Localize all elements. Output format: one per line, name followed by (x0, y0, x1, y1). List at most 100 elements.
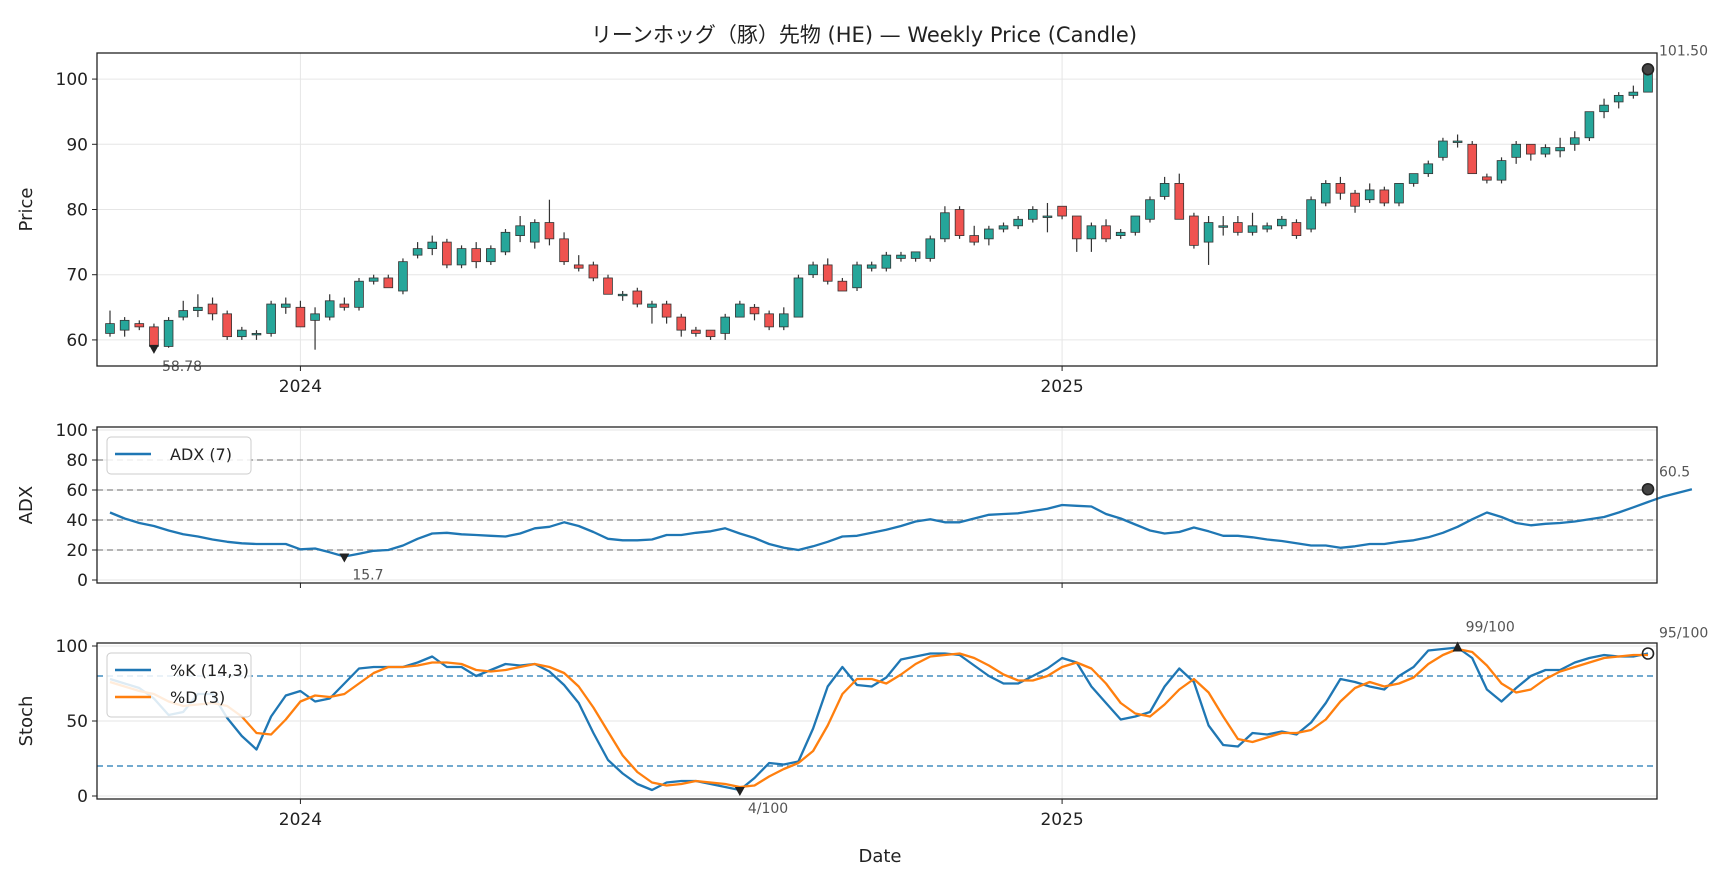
annotation-label: 4/100 (748, 801, 788, 817)
candle-body (1262, 225, 1272, 230)
candle-body (735, 303, 745, 318)
panel-frame (96, 426, 1658, 584)
candle-body (969, 235, 980, 243)
panel-frame (96, 642, 1658, 800)
candle-body (1452, 140, 1463, 143)
candle-body (1423, 163, 1434, 175)
annotation-label: 58.78 (162, 359, 202, 375)
candle-body (998, 225, 1009, 230)
candle-body (500, 231, 511, 253)
candle-body (1599, 104, 1609, 113)
candle-body (1174, 183, 1185, 220)
candle-body (1555, 147, 1565, 152)
y-axis-label: Price (16, 188, 37, 232)
candle-body (632, 290, 643, 305)
candle-body (207, 303, 218, 315)
candle-body (324, 300, 335, 318)
candle-body (1130, 215, 1141, 233)
candle-body (1057, 205, 1067, 217)
candle-body (456, 248, 467, 266)
candle-body (1086, 225, 1097, 240)
candle-body (647, 303, 657, 308)
candle-body (1569, 137, 1580, 145)
candle-body (339, 303, 350, 308)
end-marker (1641, 647, 1655, 660)
candle-body (544, 222, 555, 240)
stoch-panel: 0 50 100 2024 2025 Stoch %K (14,3) %D (3) 99/100… (16, 620, 1708, 831)
candle-body (1277, 218, 1287, 227)
candle-body (822, 264, 833, 282)
x-tick-label: 2024 (279, 810, 322, 830)
legend-label: %D (3) (170, 688, 225, 707)
candle-body (383, 277, 394, 289)
candle-body (705, 329, 716, 338)
candle-body (1482, 176, 1492, 181)
candle-body (588, 264, 599, 279)
candle-body (1467, 143, 1478, 175)
candle-body (896, 254, 906, 259)
x-axis-label: Date (858, 846, 901, 867)
y-tick-label: 100 (56, 421, 88, 441)
candle-body (1291, 222, 1302, 236)
candle-body (1115, 231, 1126, 236)
end-marker (1641, 63, 1655, 76)
candle-body (1540, 147, 1551, 155)
candle-body (1203, 222, 1214, 243)
annotation-label: 15.7 (352, 567, 383, 583)
y-tick-label: 60 (66, 481, 88, 501)
candle-body (1101, 225, 1111, 240)
candle-body (1189, 215, 1199, 246)
candle-body (1511, 143, 1521, 158)
candle-body (1145, 199, 1155, 220)
candle-body (661, 303, 672, 318)
y-tick-label: 80 (66, 451, 88, 471)
candle-body (720, 316, 730, 334)
y-axis-label: ADX (16, 486, 37, 525)
annotation-label: 60.5 (1659, 464, 1690, 480)
candle-body (280, 303, 291, 308)
candle-body (764, 313, 774, 328)
y-tick-label: 80 (66, 201, 88, 221)
y-tick-label: 100 (56, 637, 88, 657)
candle-body (954, 209, 965, 236)
x-tick-label: 2025 (1040, 810, 1083, 830)
candle-body (149, 326, 159, 347)
candle-body (105, 323, 115, 334)
candle-body (691, 329, 701, 334)
candle-body (1233, 222, 1243, 233)
min-marker (339, 553, 350, 563)
candle-body (1438, 140, 1448, 158)
y-tick-label: 50 (66, 712, 88, 732)
candle-body (852, 264, 862, 289)
candle-body (676, 316, 687, 331)
candle-body (398, 261, 408, 292)
candle-body (749, 306, 760, 315)
candle-body (617, 293, 628, 297)
y-tick-label: 90 (66, 135, 88, 155)
y-tick-label: 100 (56, 70, 88, 90)
candle-body (1379, 189, 1390, 204)
candle-body (881, 254, 892, 269)
candle-body (134, 323, 145, 328)
candle-body (368, 277, 379, 282)
candle-body (119, 319, 130, 331)
candle-body (442, 241, 452, 266)
candle-body (222, 313, 232, 338)
series-line (109, 647, 1648, 789)
x-tick-label: 2025 (1040, 377, 1083, 397)
candle-body (1013, 218, 1023, 227)
chart-title: リーンホッグ（豚）先物 (HE) — Weekly Price (Candle) (591, 23, 1137, 47)
annotation-label: 99/100 (1466, 620, 1515, 636)
series-line (109, 488, 1693, 558)
candle-body (1306, 199, 1316, 230)
candle-body (427, 241, 438, 250)
candle-body (925, 238, 936, 259)
candle-body (310, 313, 320, 321)
candle-body (251, 332, 262, 336)
y-tick-label: 70 (66, 266, 88, 286)
y-tick-label: 0 (77, 571, 88, 591)
candle-body (1408, 173, 1419, 184)
candle-body (486, 248, 496, 263)
candle-body (1320, 183, 1331, 204)
candle-body (266, 303, 276, 334)
